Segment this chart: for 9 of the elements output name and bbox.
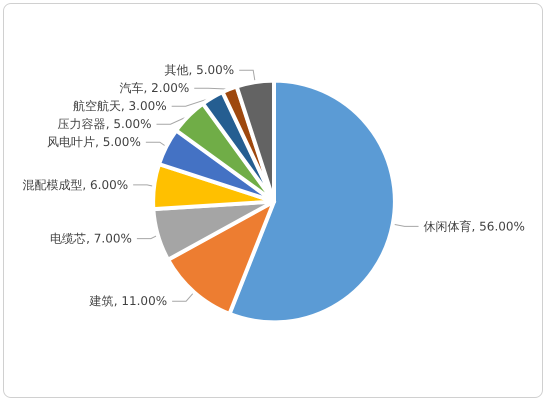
slice-label: 汽车, 2.00% [119,81,190,96]
slice-label: 压力容器, 5.00% [58,117,152,132]
slice-label: 航空航天, 3.00% [72,99,167,114]
slice-label: 建筑, 11.00% [88,294,168,308]
slice-label: 风电叶片, 5.00% [47,135,141,150]
slice-label: 其他, 5.00% [164,63,234,78]
slice-label: 电缆芯, 7.00% [50,232,132,246]
slice-label: 混配模成型, 6.00% [22,178,128,192]
slice-label: 休闲体育, 56.00% [424,219,525,234]
